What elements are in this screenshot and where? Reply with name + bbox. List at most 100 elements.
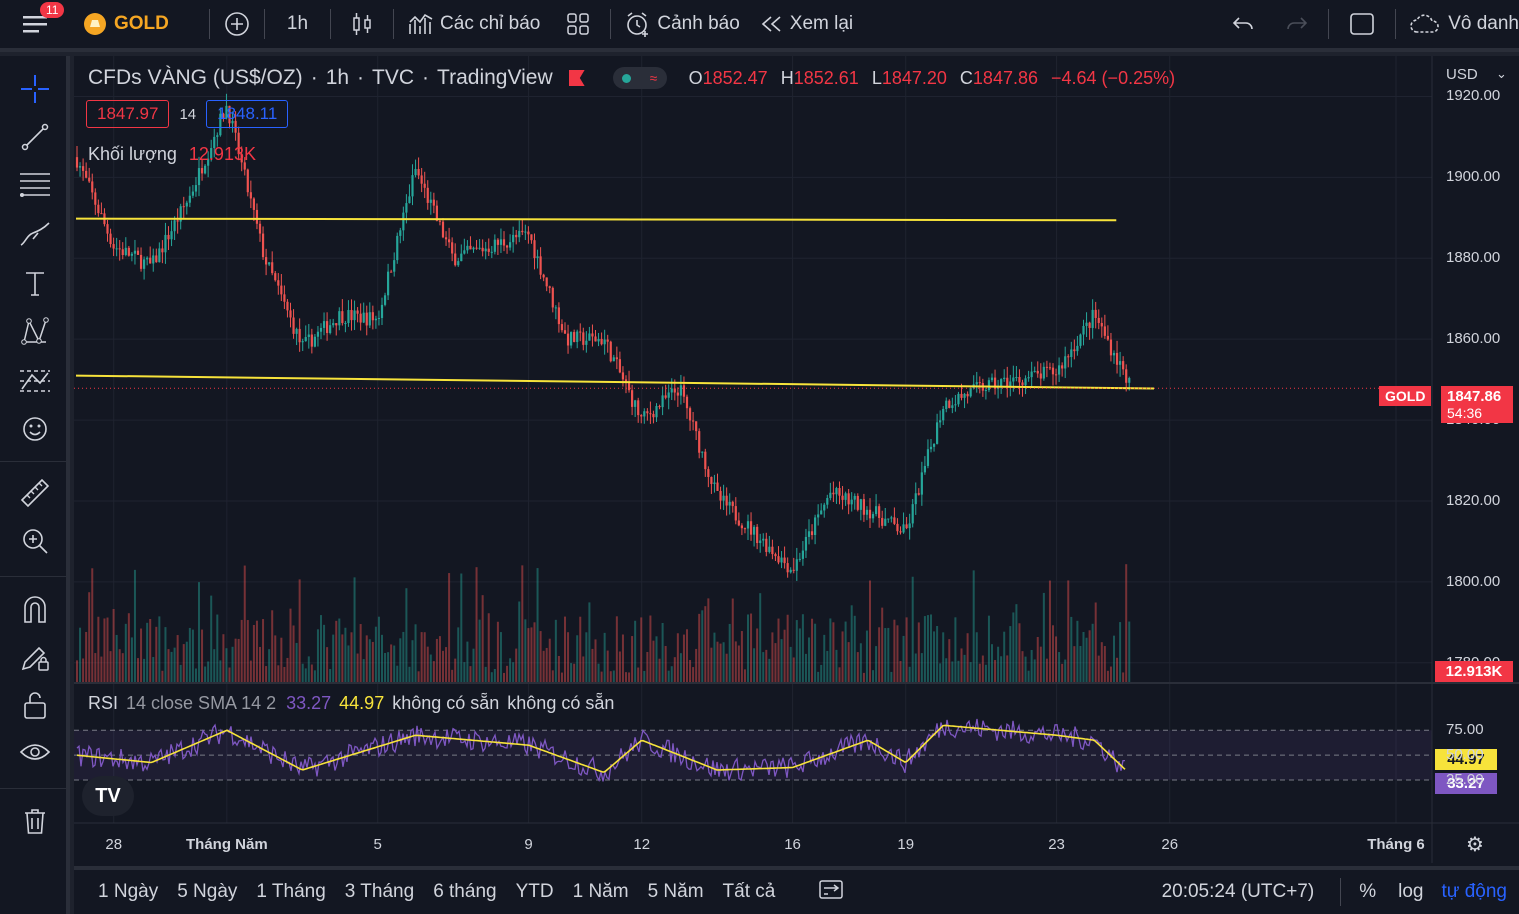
zoom-tool[interactable] [18,524,52,558]
symbol-legend[interactable]: CFDs VÀNG (US$/OZ) · 1h · TVC · TradingV… [88,66,1175,90]
range-button[interactable]: 6 tháng [433,881,497,902]
redo-icon [1287,17,1308,30]
volume-bar [762,652,765,683]
lock-drawings-tool[interactable] [18,688,52,722]
candle-body [524,231,527,233]
volume-bar [728,623,731,683]
range-button[interactable]: YTD [515,881,554,902]
range-button[interactable]: 1 Ngày [98,881,159,902]
candle-body [155,255,158,263]
volume-bar [1070,616,1073,683]
volume-bar [560,672,563,683]
forecast-tool[interactable] [18,364,52,398]
candle-body [197,168,201,186]
chart-type-button[interactable] [335,0,389,50]
pattern-tool[interactable] [18,314,52,348]
volume-bar [811,618,814,683]
candle-body [152,255,155,264]
flag-icon[interactable] [568,70,585,86]
add-circle-icon [225,12,249,36]
volume-bar [506,665,509,683]
currency-chevron-icon[interactable]: ⌄ [1496,66,1507,81]
magnet-tool[interactable] [18,592,52,626]
range-button[interactable]: 3 Tháng [344,881,415,902]
candle-body [704,451,707,470]
range-button[interactable]: Tất cả [722,881,776,902]
goto-date-button[interactable] [818,878,844,906]
range-button[interactable]: 1 Năm [572,881,629,902]
candle-body [252,198,255,210]
compare-symbol-button[interactable] [214,0,260,50]
trendline-tool[interactable] [18,120,52,154]
volume-bar [737,645,740,683]
volume-bar [237,638,240,683]
icon-tool[interactable] [18,412,52,446]
close-value: 1847.86 [972,67,1038,88]
market-status-icon[interactable]: ≈ [612,67,667,89]
volume-legend[interactable]: Khối lượng 12.913K [88,144,256,165]
low-value: 1847.20 [881,67,947,88]
candle-body [829,492,832,499]
alert-button[interactable]: Cảnh báo [615,0,749,50]
candle-body [1070,349,1073,358]
chart-canvas[interactable] [74,56,1519,914]
candle-body [146,257,149,260]
log-scale-button[interactable]: log [1398,881,1424,902]
candle-body [493,239,496,252]
volume-bar [774,643,777,683]
fullscreen-button[interactable] [1333,0,1391,50]
candle-body [188,195,191,203]
rsi-sma-line [76,724,1126,773]
volume-bar [740,631,743,683]
buy-price-button[interactable]: 1848.11 [206,100,289,128]
range-button[interactable]: 5 Năm [647,881,704,902]
sell-price-button[interactable]: 1847.97 [86,100,170,128]
main-menu-button[interactable]: 11 [0,0,70,50]
remove-drawings-tool[interactable] [18,804,52,838]
time-tick-label: 5 [373,836,382,853]
volume-bar [631,636,634,683]
candle-body [530,234,533,241]
volume-bar [347,645,350,683]
replay-button[interactable]: Xem lại [750,0,863,50]
indicators-button[interactable]: Các chỉ báo [398,0,550,50]
clock-timezone[interactable]: 20:05:24 (UTC+7) [1161,881,1315,902]
percent-scale-button[interactable]: % [1359,881,1377,902]
layout-name-button[interactable]: Vô danh [1400,0,1519,50]
candle-body [243,162,246,170]
range-button[interactable]: 5 Ngày [177,881,238,902]
tradingview-logo[interactable]: TV [82,776,134,816]
fib-tool[interactable] [18,168,52,202]
drawings[interactable] [74,217,1432,390]
stay-in-drawing-tool[interactable] [18,640,52,674]
rsi-name: RSI [88,693,119,713]
volume-bar [222,634,225,683]
volume-bar [1064,659,1067,683]
auto-scale-button[interactable]: tự động [1441,881,1507,902]
range-button[interactable]: 1 Tháng [256,881,326,902]
undo-button[interactable] [1216,0,1270,50]
rsi-legend[interactable]: RSI 14 close SMA 14 2 33.27 44.97 không … [88,693,614,714]
templates-button[interactable] [550,0,606,50]
settings-gear-icon[interactable]: ⚙ [1466,834,1484,856]
volume-bar [344,627,347,683]
measure-tool[interactable] [18,476,52,510]
crosshair-tool[interactable] [18,72,52,106]
bar-countdown: 54:36 [1447,405,1483,421]
brush-tool[interactable] [18,216,52,250]
candle-body [335,323,338,326]
square-layout-icon [1350,13,1375,35]
symbol-search-button[interactable]: GOLD [70,0,179,50]
currency-label[interactable]: USD [1446,66,1478,83]
hide-drawings-tool[interactable] [18,736,52,770]
redo-button[interactable] [1270,0,1324,50]
interval-button[interactable]: 1h [269,0,326,50]
chart-container[interactable]: CFDs VÀNG (US$/OZ) · 1h · TVC · TradingV… [74,56,1519,914]
text-tool[interactable] [18,266,52,300]
volume-bar [1125,564,1128,683]
candle-body [170,231,173,240]
candle-body [661,395,664,408]
unlock-icon [24,692,46,719]
candle-body [746,521,750,529]
volume-bar [353,577,356,683]
